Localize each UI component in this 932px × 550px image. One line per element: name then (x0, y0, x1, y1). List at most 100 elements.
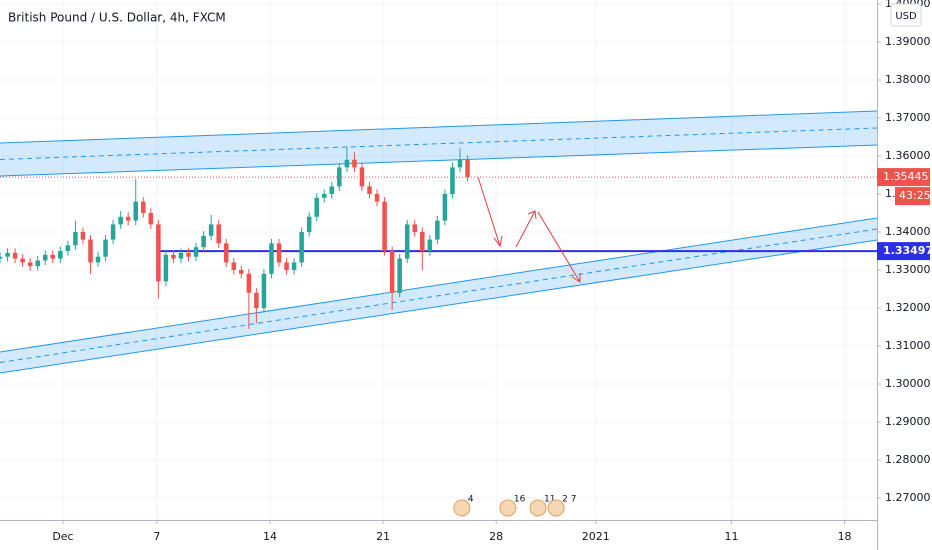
candle-body (344, 159, 350, 168)
candle-body (231, 262, 237, 270)
last-price-label: 1.35445 (883, 170, 929, 183)
last-price-box (877, 168, 930, 187)
y-tick-label: 1.29000 (885, 415, 931, 428)
arrow-line (477, 176, 501, 247)
arrow-head (527, 210, 537, 220)
candle-body (306, 216, 312, 232)
price-axis (877, 0, 932, 550)
y-tick-label: 1.34000 (885, 225, 931, 238)
candle-body (337, 167, 342, 187)
y-tick-label: 1.33000 (885, 263, 931, 276)
channel-line (0, 239, 878, 374)
candle-body (329, 186, 335, 194)
x-tick-label: 21 (376, 530, 390, 543)
candle-body (299, 231, 304, 263)
candle-body (223, 243, 229, 263)
arrow-line (537, 211, 581, 283)
candle-body (246, 273, 252, 293)
time-axis (0, 520, 877, 550)
candle-body (88, 239, 93, 263)
candle-body (450, 167, 455, 194)
candle-body (50, 254, 56, 259)
candle-body (141, 201, 146, 213)
channel-midline (0, 127, 878, 160)
candle-body (420, 231, 425, 251)
x-tick-label: 14 (263, 530, 277, 543)
candle-body (254, 292, 259, 308)
x-tick-label: 7 (153, 530, 160, 543)
x-tick-label: 11 (724, 530, 738, 543)
arrow-line (515, 210, 536, 248)
candle-body (110, 224, 116, 240)
y-tick-label: 1.39000 (885, 35, 931, 48)
channel-line (0, 110, 878, 144)
x-tick-label: Dec (52, 530, 73, 543)
y-tick-label: 1.37000 (885, 111, 931, 124)
countdown-box (895, 187, 930, 206)
y-tick-label: 1.31000 (885, 339, 931, 352)
y-tick-label: 1.28000 (885, 453, 931, 466)
event-label: 2 7 (562, 495, 576, 505)
candle-body (148, 212, 154, 225)
candle-body (27, 262, 33, 267)
x-tick-label: 28 (489, 530, 503, 543)
arrow-head (493, 235, 503, 248)
currency-label: USD (895, 11, 917, 22)
candle-body (389, 250, 395, 293)
candle-body (239, 269, 244, 274)
candle-body (261, 273, 267, 308)
forecast-arrows (477, 176, 581, 283)
event-marker[interactable] (547, 499, 565, 517)
arrow-head (571, 273, 581, 283)
candle-body (163, 254, 169, 282)
event-marker[interactable] (453, 499, 471, 517)
candle-body (20, 258, 25, 263)
candle-body (12, 252, 18, 259)
candle-body (125, 216, 131, 221)
candle-body (5, 252, 10, 257)
event-marker[interactable] (529, 499, 547, 517)
candle-body (382, 201, 387, 251)
candle-body (442, 193, 448, 221)
candle-body (314, 197, 319, 217)
countdown-label: 43:25 (899, 189, 931, 202)
candle-body (201, 235, 206, 248)
y-tick-label: 1.36000 (885, 149, 931, 162)
candle-body (359, 167, 365, 187)
candle-body (103, 239, 108, 257)
candle-body (412, 224, 418, 232)
candle-body (193, 247, 199, 257)
x-tick-label: 18 (838, 530, 852, 543)
candle-body (427, 239, 433, 251)
channel-line (0, 217, 878, 353)
candle-body (58, 250, 63, 259)
candle-body (367, 186, 372, 194)
line-price-label: 1.33497 (883, 244, 932, 257)
candle-body (133, 201, 138, 221)
currency-box[interactable] (890, 3, 922, 27)
channel-fill (0, 110, 877, 176)
y-tick-label: 1.30000 (885, 377, 931, 390)
candle-body (465, 159, 470, 177)
candle-body (397, 258, 402, 293)
candle-body (65, 245, 71, 251)
candle-body (457, 159, 463, 168)
candle-body (95, 256, 101, 263)
line-price-box (877, 242, 930, 261)
candle-body (269, 243, 274, 274)
candle-body (73, 231, 78, 246)
candle-body (42, 254, 48, 261)
candle-body (35, 260, 40, 267)
candle-body (178, 252, 184, 259)
event-marker[interactable] (499, 499, 517, 517)
y-tick-label: 1.27000 (885, 491, 931, 504)
candle-body (0, 256, 3, 259)
candle-body (374, 193, 380, 202)
candle-body (435, 220, 440, 240)
candle-body (216, 224, 221, 244)
candle-body (80, 231, 86, 240)
candle-body (352, 159, 357, 168)
